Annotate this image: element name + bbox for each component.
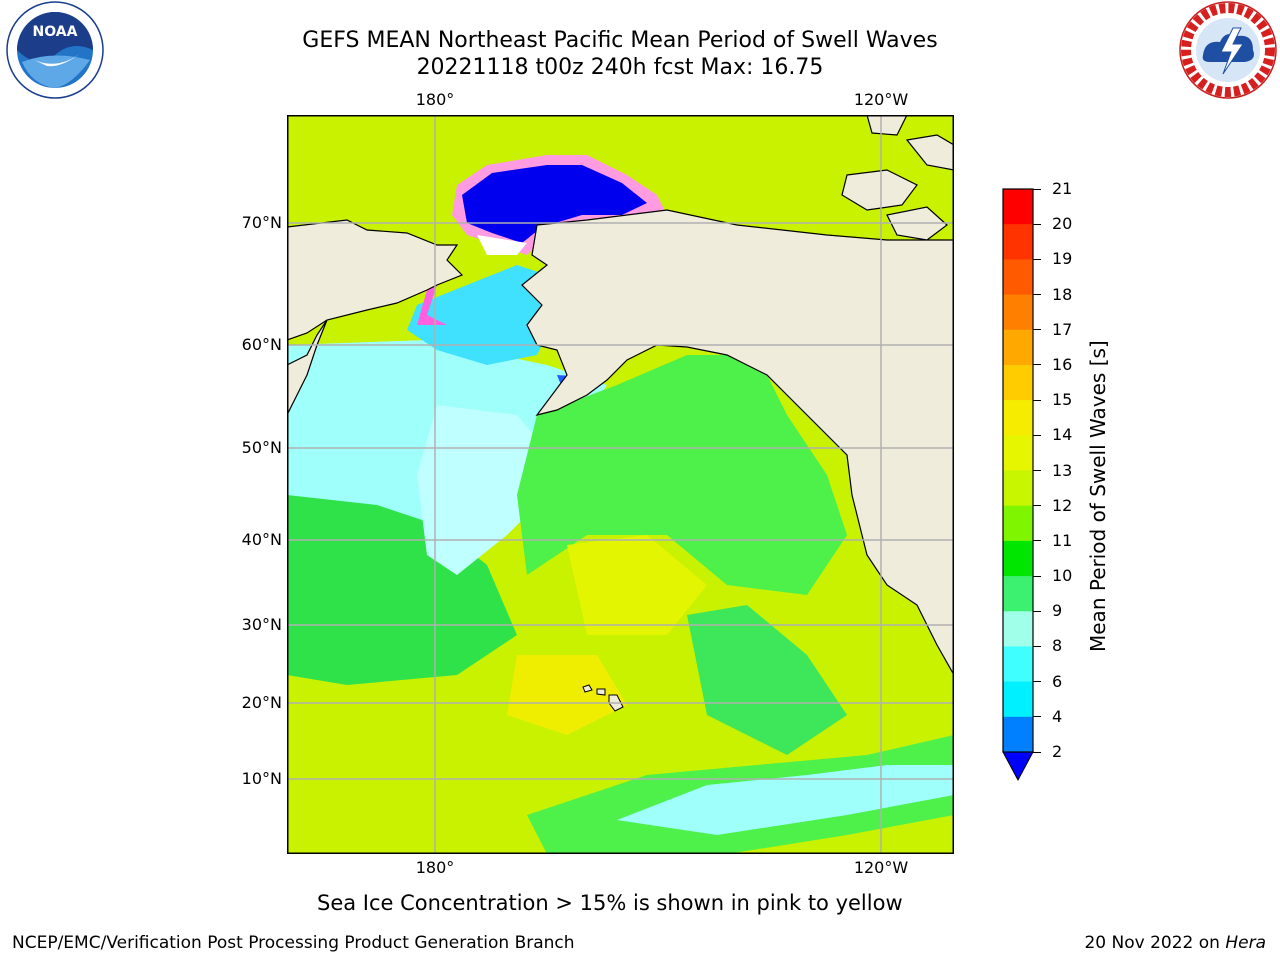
lat-label-40n: 40°N <box>241 530 282 549</box>
colorbar-tick-mark <box>1033 470 1041 471</box>
nws-logo <box>1179 1 1277 99</box>
colorbar-tick-label: 13 <box>1052 460 1073 480</box>
colorbar-tick-label: 8 <box>1052 636 1063 656</box>
colorbar-tick-label: 10 <box>1052 566 1073 586</box>
footer-date: 20 Nov 2022 on <box>1084 933 1226 953</box>
bering-sea <box>407 265 557 365</box>
ice-white-patch <box>477 235 527 255</box>
colorbar-cell <box>1003 470 1033 507</box>
colorbar-cell <box>1003 329 1033 366</box>
footer-left: NCEP/EMC/Verification Post Processing Pr… <box>12 933 575 953</box>
arctic-island-1 <box>841 169 918 211</box>
colorbar-tick-mark <box>1033 329 1041 331</box>
noaa-logo-text: NOAA <box>33 24 78 40</box>
colorbar-cell <box>1003 540 1033 577</box>
tropical-cyan-band <box>617 765 954 835</box>
lon-label-top-180: 180° <box>415 90 455 109</box>
colorbar-tick-label: 16 <box>1052 354 1073 374</box>
colorbar-cell <box>1003 189 1033 225</box>
colorbar-tick-label: 21 <box>1052 179 1073 198</box>
colorbar-tick-mark <box>1033 681 1041 683</box>
colorbar-tick-label: 9 <box>1052 601 1063 621</box>
colorbar-tick-mark <box>1033 575 1041 577</box>
mid-period-region-west <box>287 495 517 685</box>
colorbar-tick-label: 4 <box>1052 706 1063 726</box>
lat-label-30n: 30°N <box>241 615 282 634</box>
colorbar-tick-mark <box>1033 540 1041 542</box>
lat-label-10n: 10°N <box>241 769 282 788</box>
mid-period-region-north <box>517 355 847 595</box>
colorbar-extend-arrow <box>1002 751 1034 782</box>
colorbar-cell <box>1003 259 1033 296</box>
long-period-patch-1 <box>567 535 707 635</box>
colorbar-tick-mark <box>1033 434 1041 436</box>
graticule <box>287 115 954 854</box>
colorbar-tick-label: 6 <box>1052 671 1063 691</box>
arctic-island-4 <box>866 115 908 136</box>
colorbar <box>1002 188 1034 782</box>
colorbar-tick-mark <box>1033 751 1041 753</box>
map-panel <box>287 115 954 854</box>
colorbar-tick-label: 19 <box>1052 249 1073 269</box>
footer-right: 20 Nov 2022 on Hera <box>1084 933 1266 953</box>
asia-landmass <box>287 219 464 341</box>
colorbar-tick-mark <box>1033 294 1041 296</box>
colorbar-label: Mean Period of Swell Waves [s] <box>1086 340 1110 652</box>
colorbar-tick-label: 11 <box>1052 530 1073 550</box>
lat-label-70n: 70°N <box>241 213 282 232</box>
colorbar-tick-label: 2 <box>1052 742 1063 761</box>
lat-label-60n: 60°N <box>241 335 282 354</box>
colorbar-cell <box>1003 224 1033 260</box>
chart-subtitle: 20221118 t00z 240h fcst Max: 16.75 <box>416 55 824 80</box>
colorbar-cell <box>1003 435 1033 471</box>
colorbar-tick-label: 18 <box>1052 284 1073 304</box>
colorbar-cell <box>1003 294 1033 331</box>
colorbar-cell <box>1003 576 1033 612</box>
colorbar-tick-mark <box>1033 223 1041 225</box>
footer-machine: Hera <box>1225 933 1266 953</box>
colorbar-cell <box>1003 611 1033 647</box>
long-period-patch-2 <box>507 655 627 735</box>
arctic-island-3 <box>905 134 954 171</box>
lon-label-top-120w: 120°W <box>853 90 909 109</box>
sea-ice-caption: Sea Ice Concentration > 15% is shown in … <box>317 891 903 915</box>
colorbar-tick-mark <box>1033 610 1041 612</box>
lon-label-bottom-180: 180° <box>415 858 455 877</box>
colorbar-cell <box>1003 505 1033 542</box>
lat-label-20n: 20°N <box>241 693 282 712</box>
colorbar-tick-mark <box>1033 188 1041 190</box>
colorbar-tick-mark <box>1033 645 1041 647</box>
noaa-logo: NOAA <box>6 1 104 99</box>
colorbar-tick-label: 15 <box>1052 390 1073 410</box>
colorbar-tick-label: 14 <box>1052 425 1073 445</box>
colorbar-tick-mark <box>1033 505 1041 507</box>
colorbar-cell <box>1003 364 1033 401</box>
colorbar-tick-mark <box>1033 364 1041 366</box>
mid-period-region-south <box>687 605 847 755</box>
colorbar-tick-mark <box>1033 399 1041 401</box>
map-frame <box>287 115 954 854</box>
lon-label-bottom-120w: 120°W <box>853 858 909 877</box>
colorbar-cell <box>1003 400 1033 436</box>
colorbar-cell <box>1003 646 1033 683</box>
colorbar-tick-label: 20 <box>1052 214 1073 234</box>
colorbar-tick-label: 12 <box>1052 495 1073 515</box>
colorbar-tick-label: 17 <box>1052 319 1073 339</box>
colorbar-cell <box>1003 681 1033 718</box>
chart-title: GEFS MEAN Northeast Pacific Mean Period … <box>302 28 938 53</box>
colorbar-tick-mark <box>1033 258 1041 260</box>
sea-ice-bering <box>417 285 447 325</box>
hawaii-islands <box>582 684 624 712</box>
colorbar-tick-mark <box>1033 716 1041 718</box>
north-america-landmass <box>521 209 954 677</box>
lat-label-50n: 50°N <box>241 438 282 457</box>
colorbar-cell <box>1003 716 1033 753</box>
